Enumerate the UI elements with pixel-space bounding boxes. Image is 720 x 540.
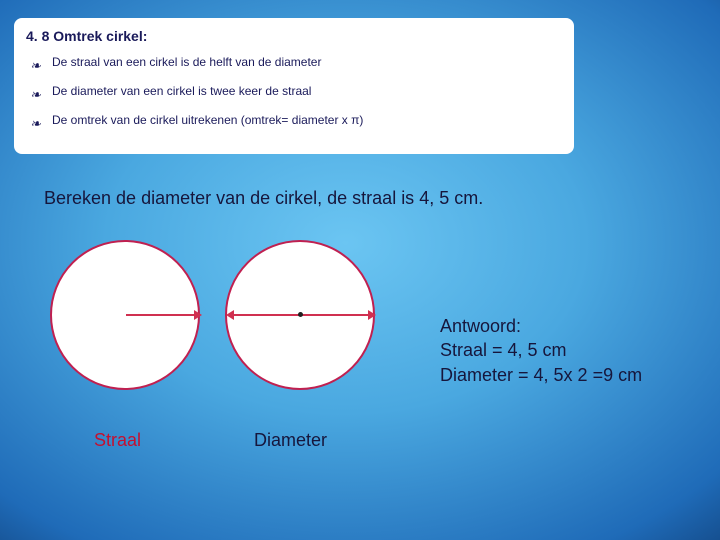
bullet-item: ❧ De omtrek van de cirkel uitrekenen (om… — [30, 112, 562, 129]
diagram — [50, 240, 430, 420]
answer-line: Antwoord: — [440, 314, 642, 338]
label-straal: Straal — [94, 430, 141, 451]
bullet-item: ❧ De straal van een cirkel is de helft v… — [30, 54, 562, 71]
label-diameter: Diameter — [254, 430, 327, 451]
bullet-icon: ❧ — [30, 115, 41, 133]
answer-line: Straal = 4, 5 cm — [440, 338, 642, 362]
content-panel: 4. 8 Omtrek cirkel: ❧ De straal van een … — [14, 18, 574, 154]
answer-line: Diameter = 4, 5x 2 =9 cm — [440, 363, 642, 387]
bullet-icon: ❧ — [30, 57, 41, 75]
bullet-icon: ❧ — [30, 86, 41, 104]
slide: 4. 8 Omtrek cirkel: ❧ De straal van een … — [0, 0, 720, 540]
bullet-text: De straal van een cirkel is de helft van… — [52, 55, 321, 69]
answer-block: Antwoord: Straal = 4, 5 cm Diameter = 4,… — [440, 314, 642, 387]
bullet-list: ❧ De straal van een cirkel is de helft v… — [26, 54, 562, 128]
bullet-text: De omtrek van de cirkel uitrekenen (omtr… — [52, 113, 363, 127]
bullet-text: De diameter van een cirkel is twee keer … — [52, 84, 311, 98]
slide-title: 4. 8 Omtrek cirkel: — [26, 28, 562, 44]
question-text: Bereken de diameter van de cirkel, de st… — [44, 188, 483, 209]
center-dot-icon — [298, 312, 303, 317]
bullet-item: ❧ De diameter van een cirkel is twee kee… — [30, 83, 562, 100]
radius-arrow — [126, 314, 200, 316]
